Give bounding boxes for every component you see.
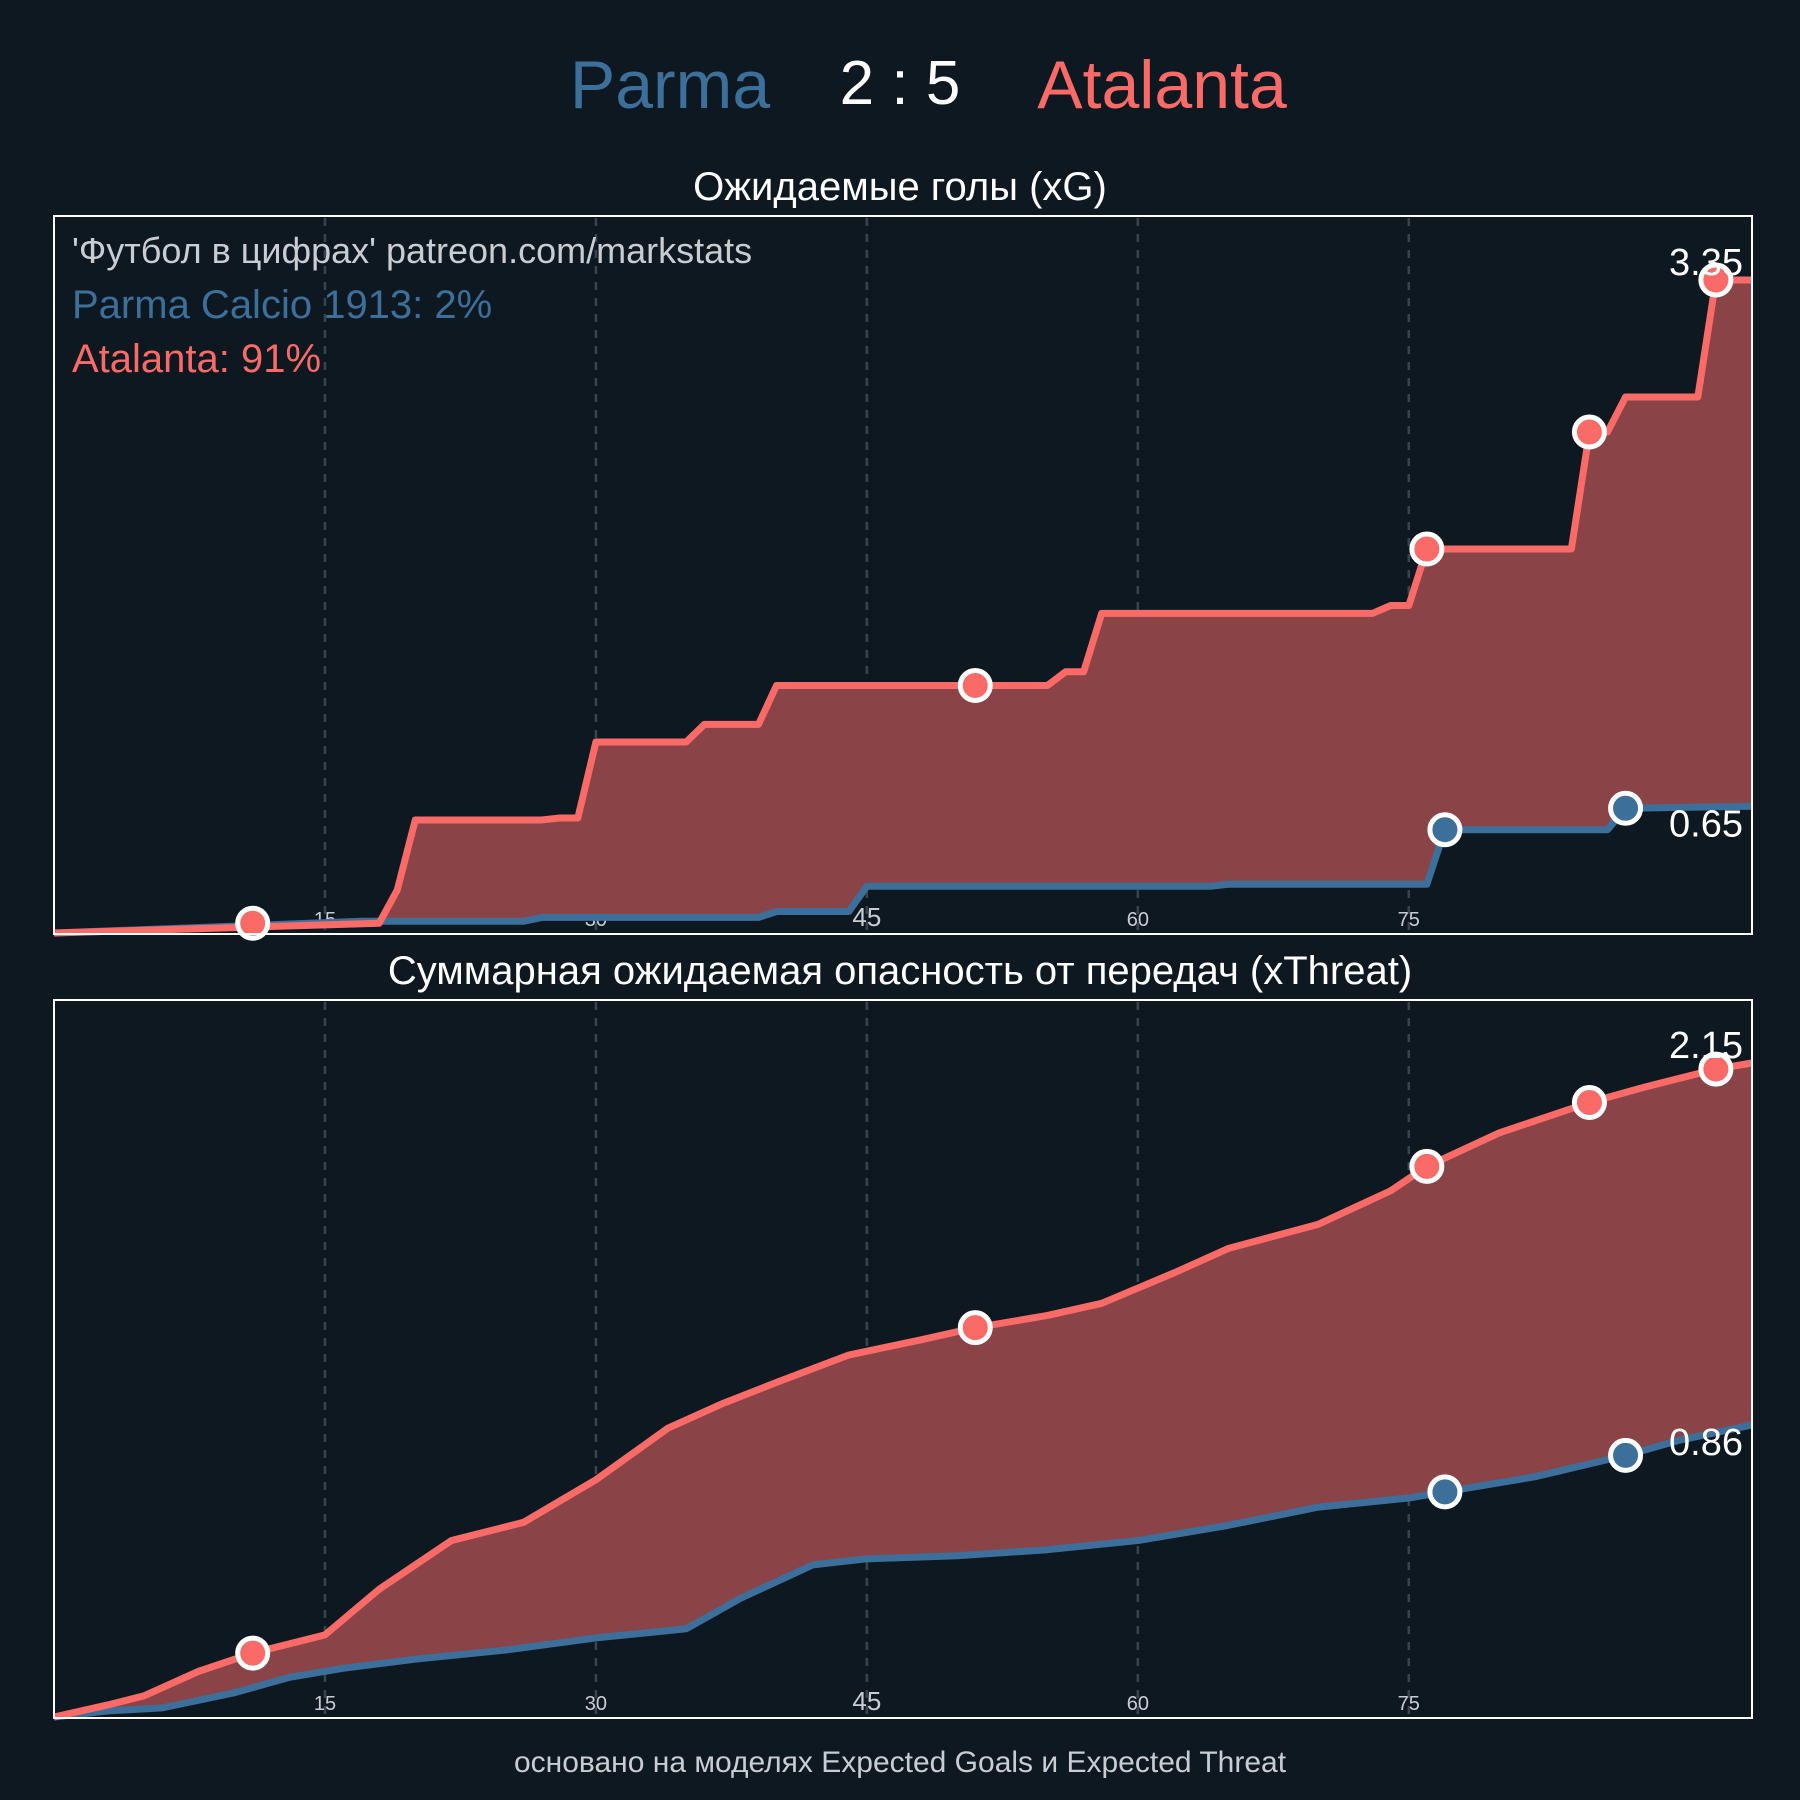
away-event-marker — [1571, 414, 1607, 450]
away-team-name: Atalanta — [1037, 47, 1287, 123]
difference-area — [54, 280, 1752, 933]
away-event-marker — [1698, 1051, 1734, 1087]
watermark: 'Футбол в цифрах' patreon.com/markstats — [72, 230, 752, 271]
panel-frame — [53, 215, 1753, 935]
panel-frame — [53, 999, 1753, 1719]
home-event-marker — [1427, 1474, 1463, 1510]
home-series-line — [53, 802, 1753, 937]
x-tick-label: 75 — [1398, 909, 1420, 931]
x-tick-label: 75 — [1398, 1693, 1420, 1715]
x-tick-label: 30 — [585, 1693, 607, 1715]
away-event-marker — [1409, 531, 1445, 567]
home-win-probability: Parma Calcio 1913: 2% — [72, 283, 492, 327]
xg-panel: 15 30 45 60 750.653.35 — [53, 215, 1753, 941]
x-tick-label: 60 — [1127, 909, 1149, 931]
away-win-probability: Atalanta: 91% — [72, 337, 321, 381]
away-event-marker — [1409, 1148, 1445, 1184]
x-tick-label: 45 — [852, 1686, 881, 1716]
x-tick-label: 15 — [314, 1693, 336, 1715]
away-event-marker — [1571, 1085, 1607, 1121]
home-team-name: Parma — [570, 47, 770, 123]
home-event-marker — [1608, 1437, 1644, 1473]
away-event-marker — [957, 1310, 993, 1346]
xg-panel-title: Ожидаемые голы (xG) — [693, 165, 1107, 209]
home-end-value-label: 0.65 — [1669, 803, 1743, 845]
xt-panel: 15 30 45 60 75 0.86 2.15 — [53, 999, 1753, 1721]
xt-panel-title: Суммарная ожидаемая опасность от передач… — [388, 949, 1412, 993]
home-end-value-label: 0.86 — [1669, 1422, 1743, 1464]
home-event-marker — [1427, 812, 1463, 848]
away-series-line — [53, 1059, 1753, 1721]
away-event-marker — [235, 1635, 271, 1671]
home-event-marker — [1608, 790, 1644, 826]
away-event-marker — [957, 667, 993, 703]
away-event-marker — [1698, 262, 1734, 298]
difference-area — [54, 1063, 1752, 1717]
away-end-value-label: 2.15 — [1669, 1025, 1743, 1067]
home-series-line — [53, 1421, 1753, 1721]
footer-note: основано на моделях Expected Goals и Exp… — [514, 1746, 1287, 1779]
away-end-value-label: 3.35 — [1669, 242, 1743, 284]
away-event-marker — [235, 905, 271, 941]
x-tick-label: 60 — [1127, 1693, 1149, 1715]
x-tick-label: 45 — [852, 902, 881, 932]
score: 2 : 5 — [840, 49, 961, 118]
